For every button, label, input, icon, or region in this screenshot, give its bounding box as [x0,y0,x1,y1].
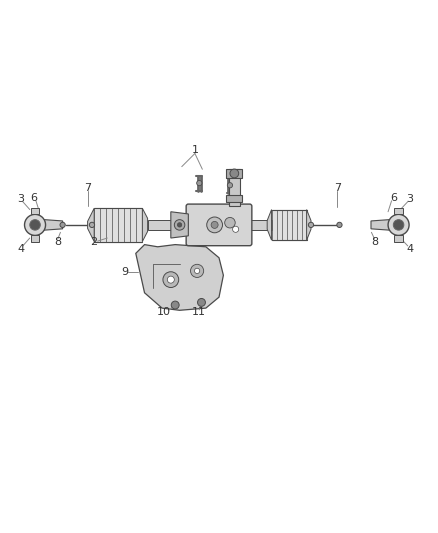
Polygon shape [88,208,94,241]
Polygon shape [31,208,39,214]
Text: 6: 6 [390,193,397,203]
Circle shape [89,222,95,228]
Circle shape [393,220,404,230]
Polygon shape [226,195,242,202]
Polygon shape [31,236,39,241]
Circle shape [197,181,202,185]
Text: 2: 2 [91,237,98,247]
Text: 10: 10 [157,308,171,318]
Polygon shape [307,209,311,240]
Text: 8: 8 [54,237,61,247]
Polygon shape [229,169,240,206]
Circle shape [60,222,65,228]
Circle shape [337,222,342,228]
Polygon shape [171,212,188,238]
Circle shape [225,217,235,228]
Polygon shape [142,208,148,241]
Circle shape [163,272,179,287]
Circle shape [171,301,179,309]
Polygon shape [250,220,272,230]
Circle shape [211,221,218,229]
Text: 4: 4 [406,244,413,254]
Circle shape [174,220,185,230]
Polygon shape [136,245,223,310]
Polygon shape [94,208,142,241]
Text: 3: 3 [406,193,413,204]
Polygon shape [44,220,63,230]
Circle shape [167,276,174,283]
Text: 9: 9 [121,267,128,277]
Polygon shape [267,209,272,240]
Text: 11: 11 [192,308,206,318]
Circle shape [198,298,205,306]
Polygon shape [226,169,242,178]
Circle shape [388,214,409,236]
Text: 1: 1 [191,146,198,156]
Circle shape [25,214,46,236]
Circle shape [191,264,204,278]
Text: 3: 3 [18,193,25,204]
Circle shape [207,217,223,233]
Text: 6: 6 [31,193,38,203]
Text: 7: 7 [334,183,341,192]
Circle shape [177,223,182,227]
FancyBboxPatch shape [186,204,252,246]
Polygon shape [394,208,403,214]
Polygon shape [148,220,188,230]
Circle shape [233,226,239,232]
Text: 7: 7 [84,183,91,192]
Circle shape [230,169,239,178]
Circle shape [227,183,233,188]
Polygon shape [394,236,403,241]
Text: 4: 4 [18,244,25,254]
Circle shape [194,268,200,273]
Polygon shape [371,220,389,230]
Text: 8: 8 [371,237,378,247]
Circle shape [308,222,314,228]
Polygon shape [272,209,307,240]
Circle shape [30,220,40,230]
